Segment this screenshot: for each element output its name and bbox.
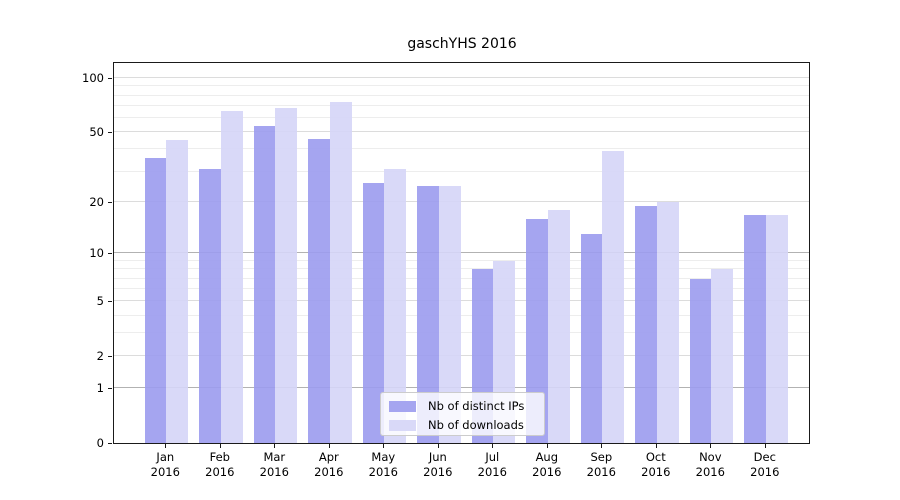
x-tick-label: Jan 2016 (150, 450, 180, 479)
legend-label-downloads: Nb of downloads (428, 418, 524, 432)
x-tick (328, 444, 330, 448)
gridline (114, 170, 809, 172)
y-tick-label: 5 (96, 294, 104, 309)
x-tick-label: Feb 2016 (205, 450, 235, 479)
x-tick-label: May 2016 (368, 450, 398, 479)
gridline (114, 201, 809, 203)
bar-downloads-nov (711, 269, 734, 443)
y-tick-label: 2 (96, 349, 104, 364)
gridline (114, 105, 809, 107)
y-tick (108, 356, 112, 358)
legend-item-downloads: Nb of downloads (389, 417, 536, 433)
gridline (114, 300, 809, 302)
gridline (114, 268, 809, 270)
bar-distinct-ips-jan (144, 157, 167, 443)
x-tick (710, 444, 712, 448)
bar-distinct-ips-may (362, 182, 385, 443)
bar-downloads-jan (166, 140, 189, 443)
x-tick-label: Jun 2016 (423, 450, 453, 479)
y-tick (108, 78, 112, 80)
legend-label-distinct-ips: Nb of distinct IPs (428, 399, 525, 413)
x-tick-label: Aug 2016 (532, 450, 562, 479)
x-tick-label: Jul 2016 (477, 450, 507, 479)
bar-distinct-ips-aug (526, 219, 548, 443)
y-tick (108, 253, 112, 255)
bar-downloads-jun (438, 185, 461, 443)
bar-distinct-ips-oct (635, 206, 657, 443)
bar-distinct-ips-sep (580, 234, 603, 443)
gridline (114, 277, 809, 279)
bar-distinct-ips-dec (744, 214, 766, 443)
y-tick (108, 443, 112, 444)
x-tick (437, 444, 439, 448)
y-tick-label: 20 (89, 195, 104, 210)
plot-area (113, 62, 810, 444)
gridline (114, 355, 809, 357)
x-tick (274, 444, 276, 448)
bar-distinct-ips-feb (199, 169, 221, 443)
gridline (114, 332, 809, 334)
bar-downloads-aug (547, 210, 570, 443)
bar-downloads-sep (602, 151, 625, 443)
gridline (114, 131, 809, 133)
legend: Nb of distinct IPs Nb of downloads (380, 392, 545, 436)
legend-swatch-distinct-ips (389, 400, 416, 412)
bar-distinct-ips-mar (253, 126, 276, 443)
bar-distinct-ips-jun (417, 185, 439, 443)
x-tick (383, 444, 385, 448)
y-tick-label: 0 (96, 436, 104, 450)
gridline (114, 314, 809, 316)
y-tick-label: 10 (89, 246, 104, 261)
x-tick-label: Sep 2016 (586, 450, 616, 479)
x-tick (546, 444, 548, 448)
bar-distinct-ips-nov (689, 278, 712, 443)
bar-downloads-apr (329, 101, 352, 443)
y-tick (108, 202, 112, 204)
gridline (114, 260, 809, 261)
x-tick (492, 444, 494, 448)
bar-downloads-dec (765, 214, 788, 443)
bar-downloads-may (384, 169, 407, 443)
gridline (114, 77, 809, 79)
x-tick (601, 444, 603, 448)
x-tick-label: Dec 2016 (750, 450, 780, 479)
y-tick (108, 388, 112, 390)
bar-downloads-feb (220, 110, 243, 443)
chart-title: gaschYHS 2016 (407, 36, 517, 52)
legend-item-distinct-ips: Nb of distinct IPs (389, 398, 536, 414)
y-tick-label: 50 (89, 125, 104, 140)
x-tick (219, 444, 221, 448)
y-tick-label: 1 (96, 381, 104, 396)
x-tick-label: Mar 2016 (259, 450, 289, 479)
y-tick (108, 301, 112, 303)
bar-downloads-mar (275, 108, 298, 443)
x-tick (165, 444, 167, 448)
x-tick (764, 444, 766, 448)
gridline (114, 252, 809, 254)
x-tick (655, 444, 657, 448)
x-tick-label: Oct 2016 (641, 450, 671, 479)
gridline (114, 288, 809, 290)
x-tick-label: Apr 2016 (314, 450, 344, 479)
gridline (114, 94, 809, 96)
bar-distinct-ips-apr (308, 138, 330, 443)
x-tick-label: Nov 2016 (695, 450, 725, 479)
y-tick-label: 100 (82, 71, 104, 86)
legend-swatch-downloads (389, 419, 416, 431)
gridline (114, 117, 809, 119)
gridline (114, 148, 809, 150)
y-tick (108, 132, 112, 134)
bar-downloads-oct (656, 202, 679, 443)
gridline (114, 85, 809, 87)
gridline (114, 387, 809, 389)
